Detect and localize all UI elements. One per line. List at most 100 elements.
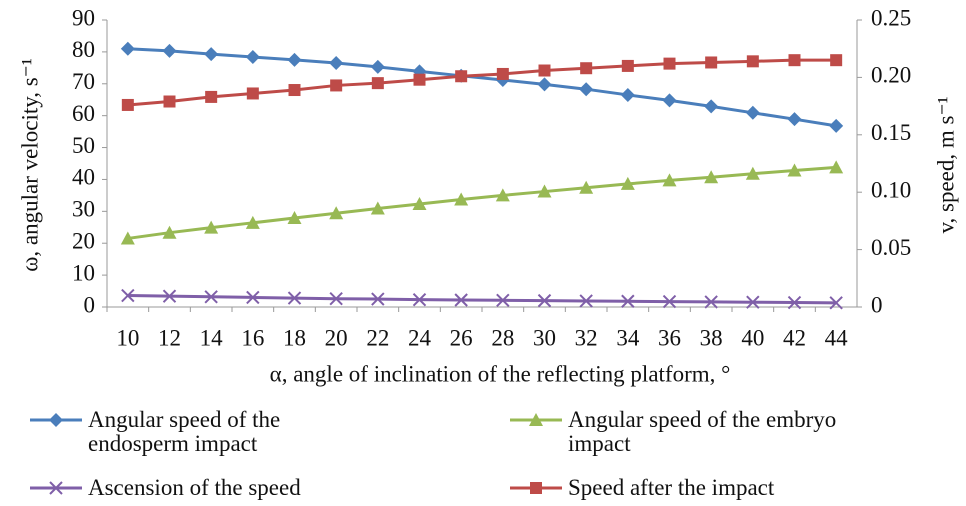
- x-tick-label: 14: [200, 325, 224, 350]
- y2-tick-label: 0.15: [871, 120, 911, 145]
- marker: [704, 99, 719, 114]
- x-tick-label: 28: [491, 325, 514, 350]
- x-tick-label: 40: [741, 325, 764, 350]
- marker: [287, 291, 302, 305]
- marker: [704, 295, 718, 309]
- x-tick-label: 30: [533, 325, 556, 350]
- marker: [579, 82, 594, 97]
- marker: [705, 56, 718, 69]
- y2-tick-label: 0.10: [871, 177, 911, 202]
- x-tick-label: 16: [241, 325, 264, 350]
- y2-tick-label: 0.25: [871, 5, 911, 30]
- x-tick-label: 22: [366, 325, 389, 350]
- marker: [829, 296, 843, 310]
- marker: [287, 52, 302, 67]
- x-tick-label: 12: [158, 325, 181, 350]
- marker: [412, 292, 427, 307]
- marker: [370, 59, 385, 74]
- marker: [537, 77, 552, 92]
- marker: [204, 290, 218, 304]
- marker: [162, 43, 177, 58]
- marker: [121, 288, 135, 303]
- y2-tick-label: 0: [871, 292, 883, 317]
- marker: [579, 294, 593, 308]
- marker: [245, 49, 260, 64]
- marker: [455, 70, 468, 83]
- marker: [246, 87, 259, 100]
- marker: [621, 294, 635, 308]
- marker: [538, 64, 551, 77]
- y2-tick-label: 0.05: [871, 235, 911, 260]
- marker: [745, 166, 760, 180]
- marker: [495, 188, 510, 202]
- x-tick-label: 24: [408, 325, 432, 350]
- marker: [49, 413, 63, 427]
- marker: [704, 170, 719, 184]
- marker: [413, 73, 426, 86]
- series-line: [127, 165, 837, 240]
- marker: [496, 293, 510, 308]
- marker: [787, 163, 802, 177]
- legend-label: Ascension of the speed: [88, 475, 301, 500]
- marker: [580, 62, 593, 75]
- x-tick-label: 38: [700, 325, 723, 350]
- x-tick-label: 36: [658, 325, 681, 350]
- y-tick-label: 80: [72, 37, 95, 62]
- x-tick-label: 34: [616, 325, 640, 350]
- marker: [830, 54, 843, 67]
- marker: [49, 481, 63, 495]
- series-line: [127, 58, 837, 107]
- marker: [370, 201, 385, 215]
- marker: [746, 55, 759, 68]
- marker: [204, 47, 219, 62]
- x-tick-label: 42: [783, 325, 806, 350]
- marker: [246, 290, 260, 305]
- marker: [371, 292, 385, 306]
- marker: [329, 206, 344, 220]
- marker: [662, 93, 677, 108]
- marker: [329, 292, 343, 306]
- y-tick-label: 90: [72, 5, 95, 30]
- marker: [121, 98, 134, 111]
- marker: [412, 196, 427, 210]
- marker: [829, 160, 844, 174]
- marker: [371, 77, 384, 90]
- y-tick-label: 60: [72, 101, 95, 126]
- marker: [620, 87, 635, 102]
- y-tick-label: 50: [72, 133, 95, 158]
- y-tick-label: 40: [72, 165, 95, 190]
- marker: [205, 90, 218, 103]
- marker: [621, 59, 634, 72]
- marker: [579, 180, 594, 194]
- marker: [530, 482, 542, 494]
- x-tick-label: 20: [325, 325, 348, 350]
- y-tick-label: 10: [72, 260, 95, 285]
- marker: [120, 231, 135, 245]
- marker: [788, 54, 801, 67]
- marker: [162, 289, 177, 303]
- marker: [454, 192, 469, 206]
- y-tick-label: 30: [72, 197, 95, 222]
- marker: [120, 41, 135, 56]
- x-tick-label: 44: [825, 325, 849, 350]
- marker: [662, 294, 677, 309]
- y-tick-label: 0: [84, 292, 96, 317]
- x-tick-label: 32: [575, 325, 598, 350]
- marker: [454, 293, 468, 307]
- marker: [496, 67, 509, 80]
- marker: [288, 84, 301, 97]
- legend-label: Angular speed of the embryo impact: [568, 407, 837, 456]
- x-tick-label: 18: [283, 325, 306, 350]
- x-axis-label: α, angle of inclination of the reflectin…: [270, 361, 731, 386]
- legend-label: Speed after the impact: [568, 475, 775, 500]
- marker: [162, 225, 177, 239]
- marker: [829, 118, 844, 133]
- series-line: [127, 294, 837, 305]
- marker: [287, 211, 302, 225]
- y-tick-label: 20: [72, 229, 95, 254]
- marker: [245, 215, 260, 229]
- marker: [663, 57, 676, 70]
- marker: [620, 176, 635, 190]
